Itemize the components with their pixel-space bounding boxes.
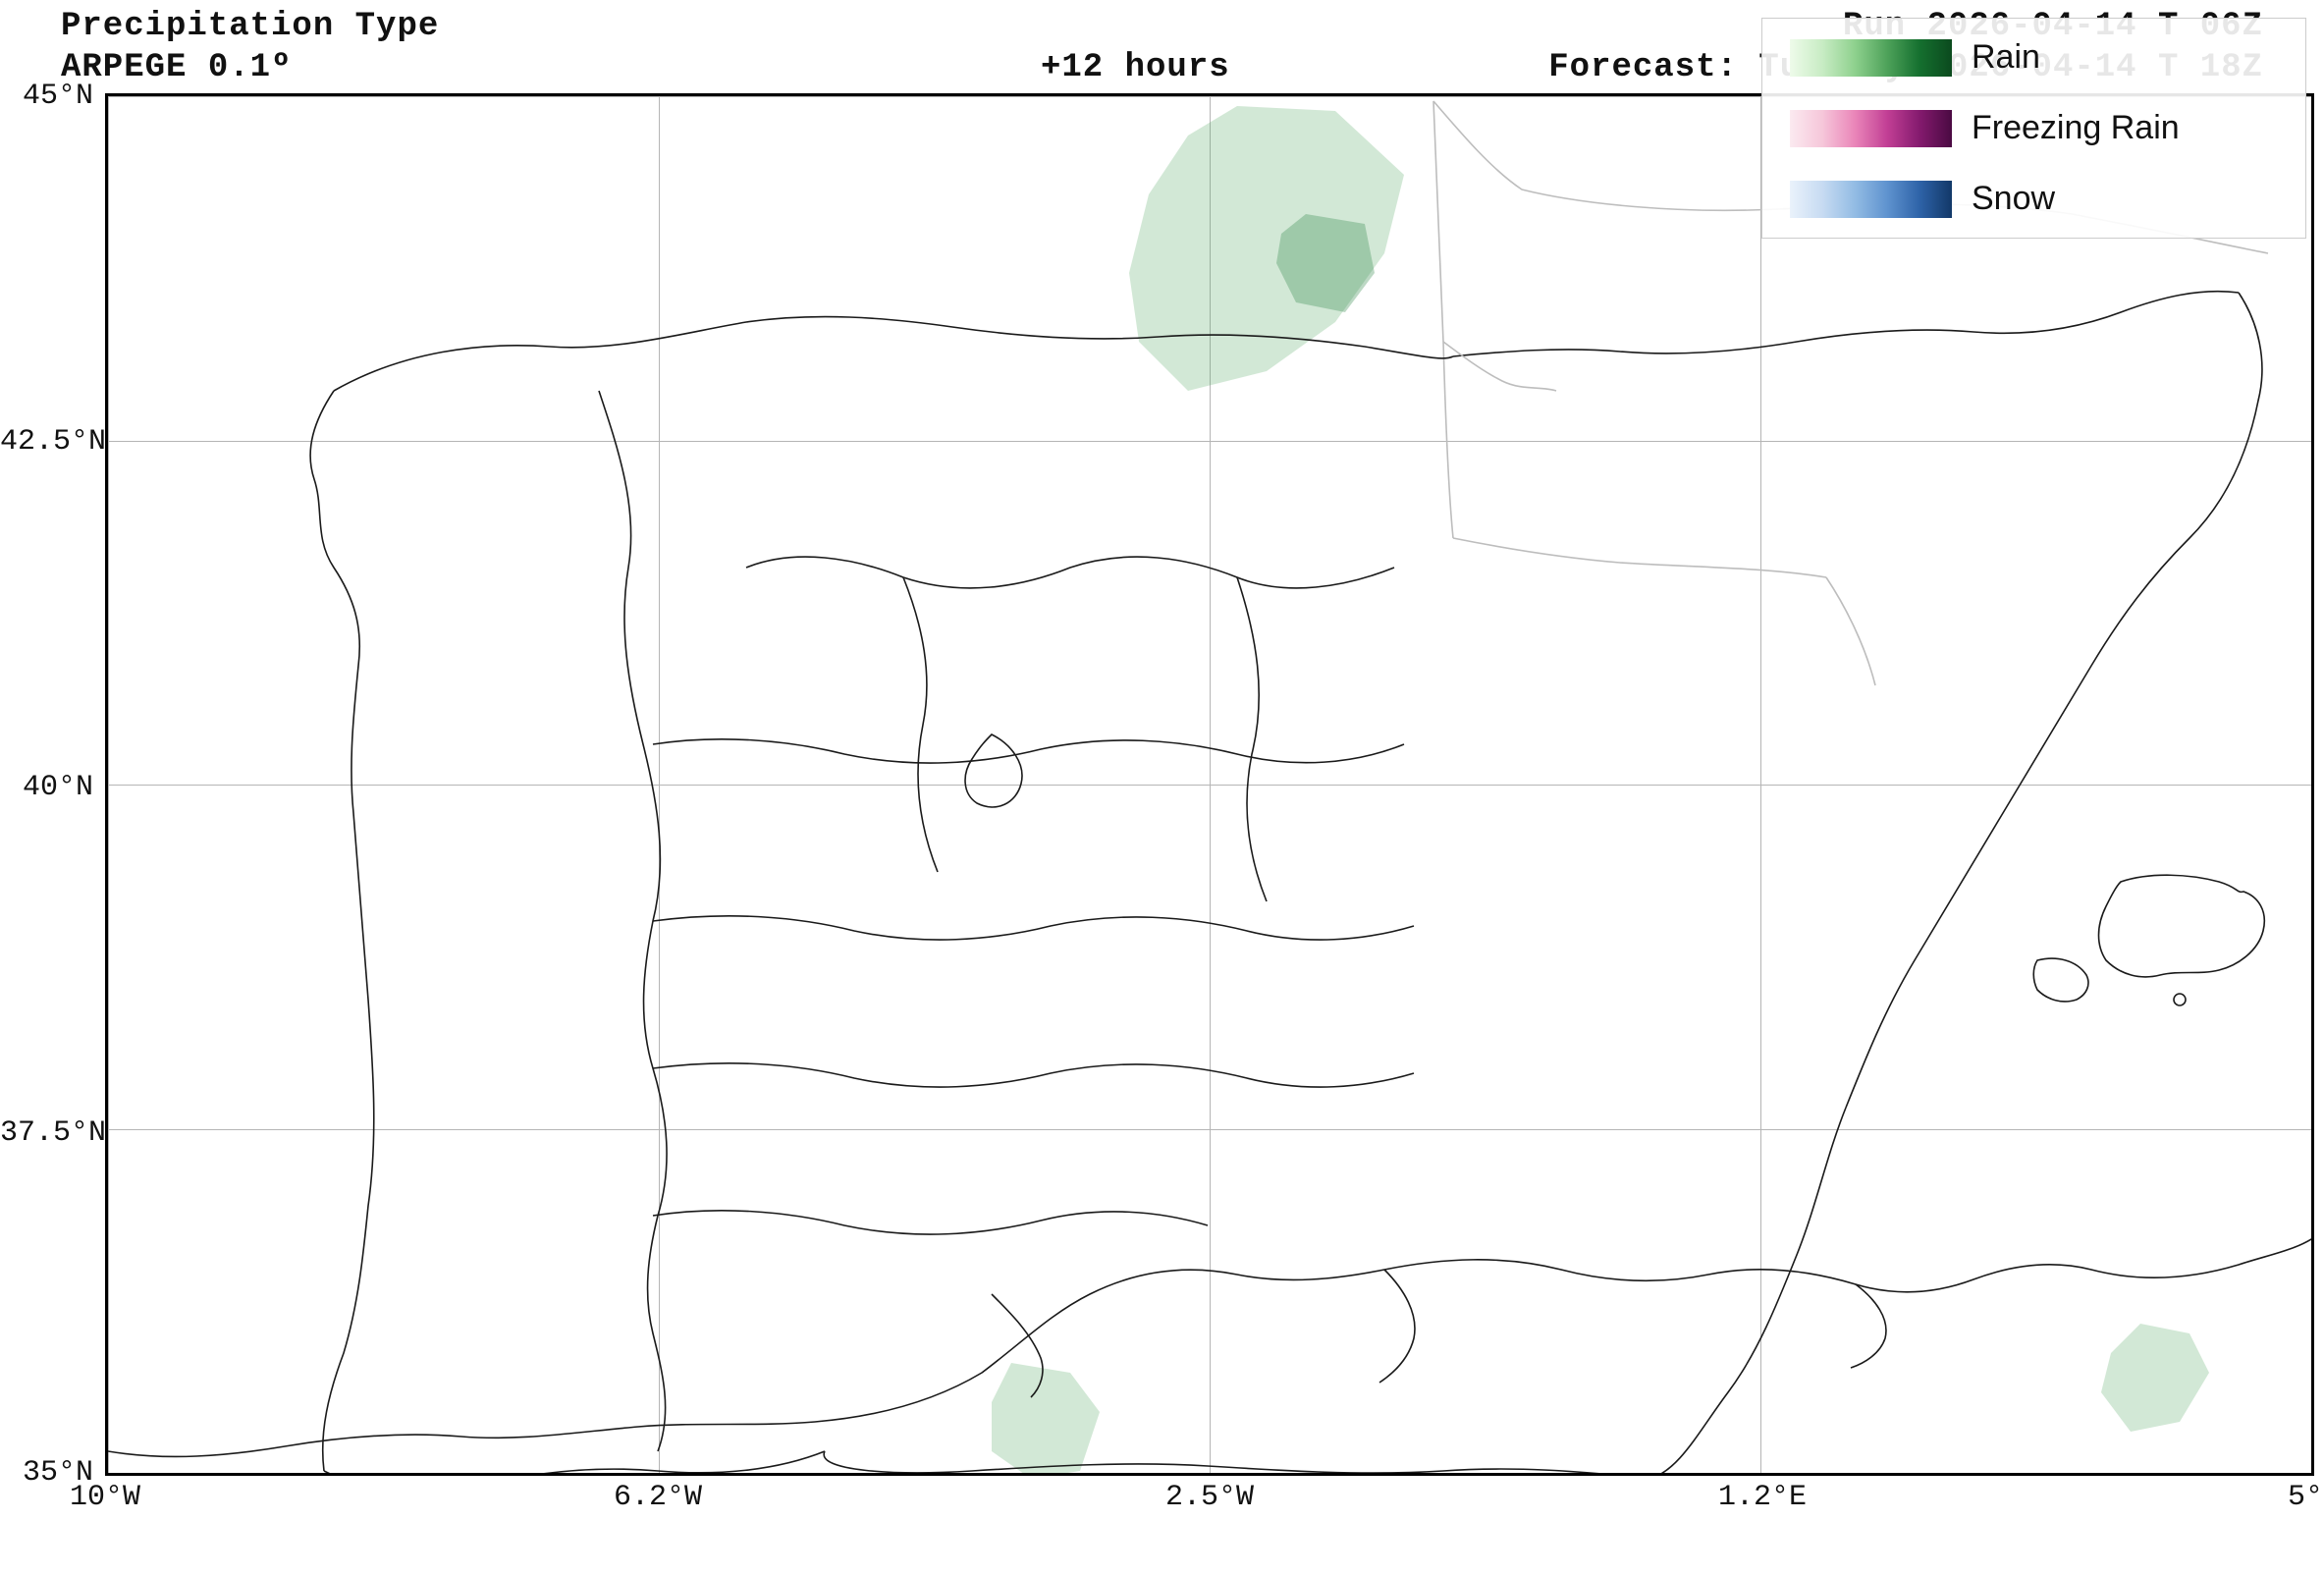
x-tick-5e: 5°E	[2288, 1481, 2324, 1514]
snow-color-swatch	[1790, 181, 1952, 218]
gridline-y-35n	[108, 1473, 2311, 1474]
legend-item-snow: Snow	[1790, 180, 2055, 218]
rain-color-swatch	[1790, 39, 1952, 77]
freezing-rain-label: Freezing Rain	[1972, 109, 2180, 147]
map-svg[interactable]	[108, 96, 2314, 1476]
forecast-hour-label: +12 hours	[1041, 49, 1230, 86]
model-label: ARPEGE 0.1º	[61, 49, 292, 86]
snow-label: Snow	[1972, 180, 2055, 218]
precipitation-legend[interactable]: Rain Freezing Rain Snow	[1761, 18, 2306, 239]
freezing-rain-color-swatch	[1790, 110, 1952, 147]
rain-label: Rain	[1972, 38, 2040, 77]
y-tick-45n: 45°N	[0, 80, 93, 113]
map-plot-area[interactable]	[105, 93, 2314, 1476]
x-tick-2-5w: 2.5°W	[1165, 1481, 1254, 1514]
y-tick-42-5n: 42.5°N	[0, 425, 93, 459]
y-tick-40n: 40°N	[0, 771, 93, 804]
gridline-x-5e	[2311, 96, 2312, 1473]
x-tick-6-2w: 6.2°W	[614, 1481, 702, 1514]
y-tick-37-5n: 37.5°N	[0, 1116, 93, 1150]
legend-item-rain: Rain	[1790, 38, 2040, 77]
x-tick-1-2e: 1.2°E	[1718, 1481, 1807, 1514]
page-title: Precipitation Type	[61, 8, 439, 45]
x-tick-10w: 10°W	[70, 1481, 140, 1514]
weather-map-window: Precipitation Type ARPEGE 0.1º +12 hours…	[0, 0, 2324, 1575]
legend-item-freezing-rain: Freezing Rain	[1790, 109, 2180, 147]
